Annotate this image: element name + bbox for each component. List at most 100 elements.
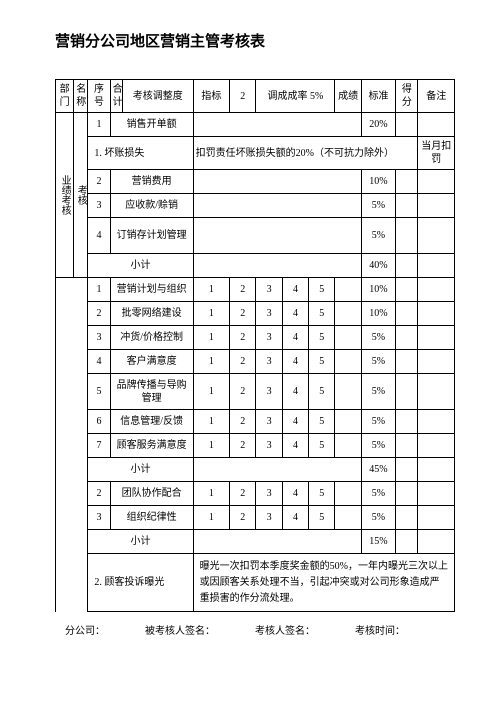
m2-s3: 4 [282, 302, 308, 326]
m5-w: 5% [361, 374, 395, 410]
hdr-c10: 成绩 [335, 80, 361, 113]
sign-s4: 考核时间： [355, 622, 405, 637]
m5-s1: 2 [230, 374, 256, 410]
r3-item: 应收款/赊销 [110, 194, 193, 218]
assessment-table: 部门 名称 序号 合计 考核调整度 指标 2 调成成率 5% 成绩 标准 得分 … [55, 79, 455, 612]
hdr-c6: 指标 [193, 80, 229, 113]
m1-s2: 3 [256, 278, 282, 302]
r1-num: 1 [88, 113, 110, 137]
r2-weight: 10% [361, 170, 395, 194]
t2-s0: 1 [193, 482, 229, 506]
sub2-val: 45% [361, 458, 395, 482]
r4-item: 订销存计划管理 [110, 218, 193, 254]
m3-s3: 4 [282, 326, 308, 350]
t3-s2: 3 [256, 506, 282, 530]
m7-s0: 1 [193, 434, 229, 458]
m7-s2: 3 [256, 434, 282, 458]
m6-item: 信息管理/反馈 [110, 410, 193, 434]
sign-s1: 分公司： [65, 622, 105, 637]
m3-s0: 1 [193, 326, 229, 350]
complaint-text: 曝光一次扣罚本季度奖金额的50%，一年内曝光三次以上或因顾客关系处理不当，引起冲… [193, 554, 454, 612]
m6-s2: 3 [256, 410, 282, 434]
m1-item: 营销计划与组织 [110, 278, 193, 302]
m3-s4: 5 [309, 326, 335, 350]
hdr-c2: 名称 [74, 80, 88, 113]
hdr-c5: 考核调整度 [122, 80, 193, 113]
m2-w: 10% [361, 302, 395, 326]
hdr-c13: 备注 [418, 80, 455, 113]
m7-s1: 2 [230, 434, 256, 458]
t3-s3: 4 [282, 506, 308, 530]
t2-num: 2 [88, 482, 110, 506]
r3-num: 3 [88, 194, 110, 218]
t2-w: 5% [361, 482, 395, 506]
m4-s0: 1 [193, 350, 229, 374]
cat-a: 业绩考核 [56, 113, 74, 278]
m2-num: 2 [88, 302, 110, 326]
m1-w: 10% [361, 278, 395, 302]
hdr-c11: 标准 [361, 80, 395, 113]
m7-s3: 4 [282, 434, 308, 458]
m4-s2: 3 [256, 350, 282, 374]
t3-item: 组织纪律性 [110, 506, 193, 530]
bad-debt-label: 1. 坏账损失 [88, 137, 193, 170]
m7-w: 5% [361, 434, 395, 458]
m5-s4: 5 [309, 374, 335, 410]
sub3-val: 15% [361, 530, 395, 554]
m6-s0: 1 [193, 410, 229, 434]
sign-s3: 考核人签名： [255, 622, 315, 637]
t2-item: 团队协作配合 [110, 482, 193, 506]
t2-s2: 3 [256, 482, 282, 506]
sub3-label: 小计 [88, 530, 193, 554]
cat-b: 考核 [74, 113, 88, 278]
hdr-c12: 得分 [396, 80, 418, 113]
t3-num: 3 [88, 506, 110, 530]
r2-item: 营销费用 [110, 170, 193, 194]
hdr-c1: 部门 [56, 80, 74, 113]
hdr-c8: 调成成率 5% [256, 80, 335, 113]
t2-s4: 5 [309, 482, 335, 506]
m4-item: 客户满意度 [110, 350, 193, 374]
bad-debt-note: 当月扣罚 [418, 137, 455, 170]
t3-s0: 1 [193, 506, 229, 530]
m4-s3: 4 [282, 350, 308, 374]
m7-s4: 5 [309, 434, 335, 458]
t2-s3: 4 [282, 482, 308, 506]
t3-s1: 2 [230, 506, 256, 530]
m6-num: 6 [88, 410, 110, 434]
m5-item: 品牌传播与导购管理 [110, 374, 193, 410]
m3-item: 冲货/价格控制 [110, 326, 193, 350]
sub1-label: 小计 [88, 254, 193, 278]
m4-s1: 2 [230, 350, 256, 374]
page-title: 营销分公司地区营销主管考核表 [55, 30, 455, 51]
m2-item: 批零网络建设 [110, 302, 193, 326]
r4-weight: 5% [361, 218, 395, 254]
m3-num: 3 [88, 326, 110, 350]
m5-s2: 3 [256, 374, 282, 410]
complaint-label: 2. 顾客投诉曝光 [88, 554, 193, 612]
m3-w: 5% [361, 326, 395, 350]
m3-s1: 2 [230, 326, 256, 350]
r1-item: 销售开单额 [110, 113, 193, 137]
m4-s4: 5 [309, 350, 335, 374]
m1-num: 1 [88, 278, 110, 302]
m5-num: 5 [88, 374, 110, 410]
m2-s0: 1 [193, 302, 229, 326]
m5-s3: 4 [282, 374, 308, 410]
sub1-val: 40% [361, 254, 395, 278]
m1-s4: 5 [309, 278, 335, 302]
t3-s4: 5 [309, 506, 335, 530]
m4-w: 5% [361, 350, 395, 374]
m7-num: 7 [88, 434, 110, 458]
r3-weight: 5% [361, 194, 395, 218]
r4-num: 4 [88, 218, 110, 254]
m1-s0: 1 [193, 278, 229, 302]
m2-s1: 2 [230, 302, 256, 326]
m6-s3: 4 [282, 410, 308, 434]
hdr-c4: 合计 [110, 80, 122, 113]
t2-s1: 2 [230, 482, 256, 506]
t3-w: 5% [361, 506, 395, 530]
sign-s2: 被考核人签名： [145, 622, 215, 637]
bad-debt-rule: 扣罚责任坏账损失额的20%（不可抗力除外） [193, 137, 418, 170]
m6-s4: 5 [309, 410, 335, 434]
